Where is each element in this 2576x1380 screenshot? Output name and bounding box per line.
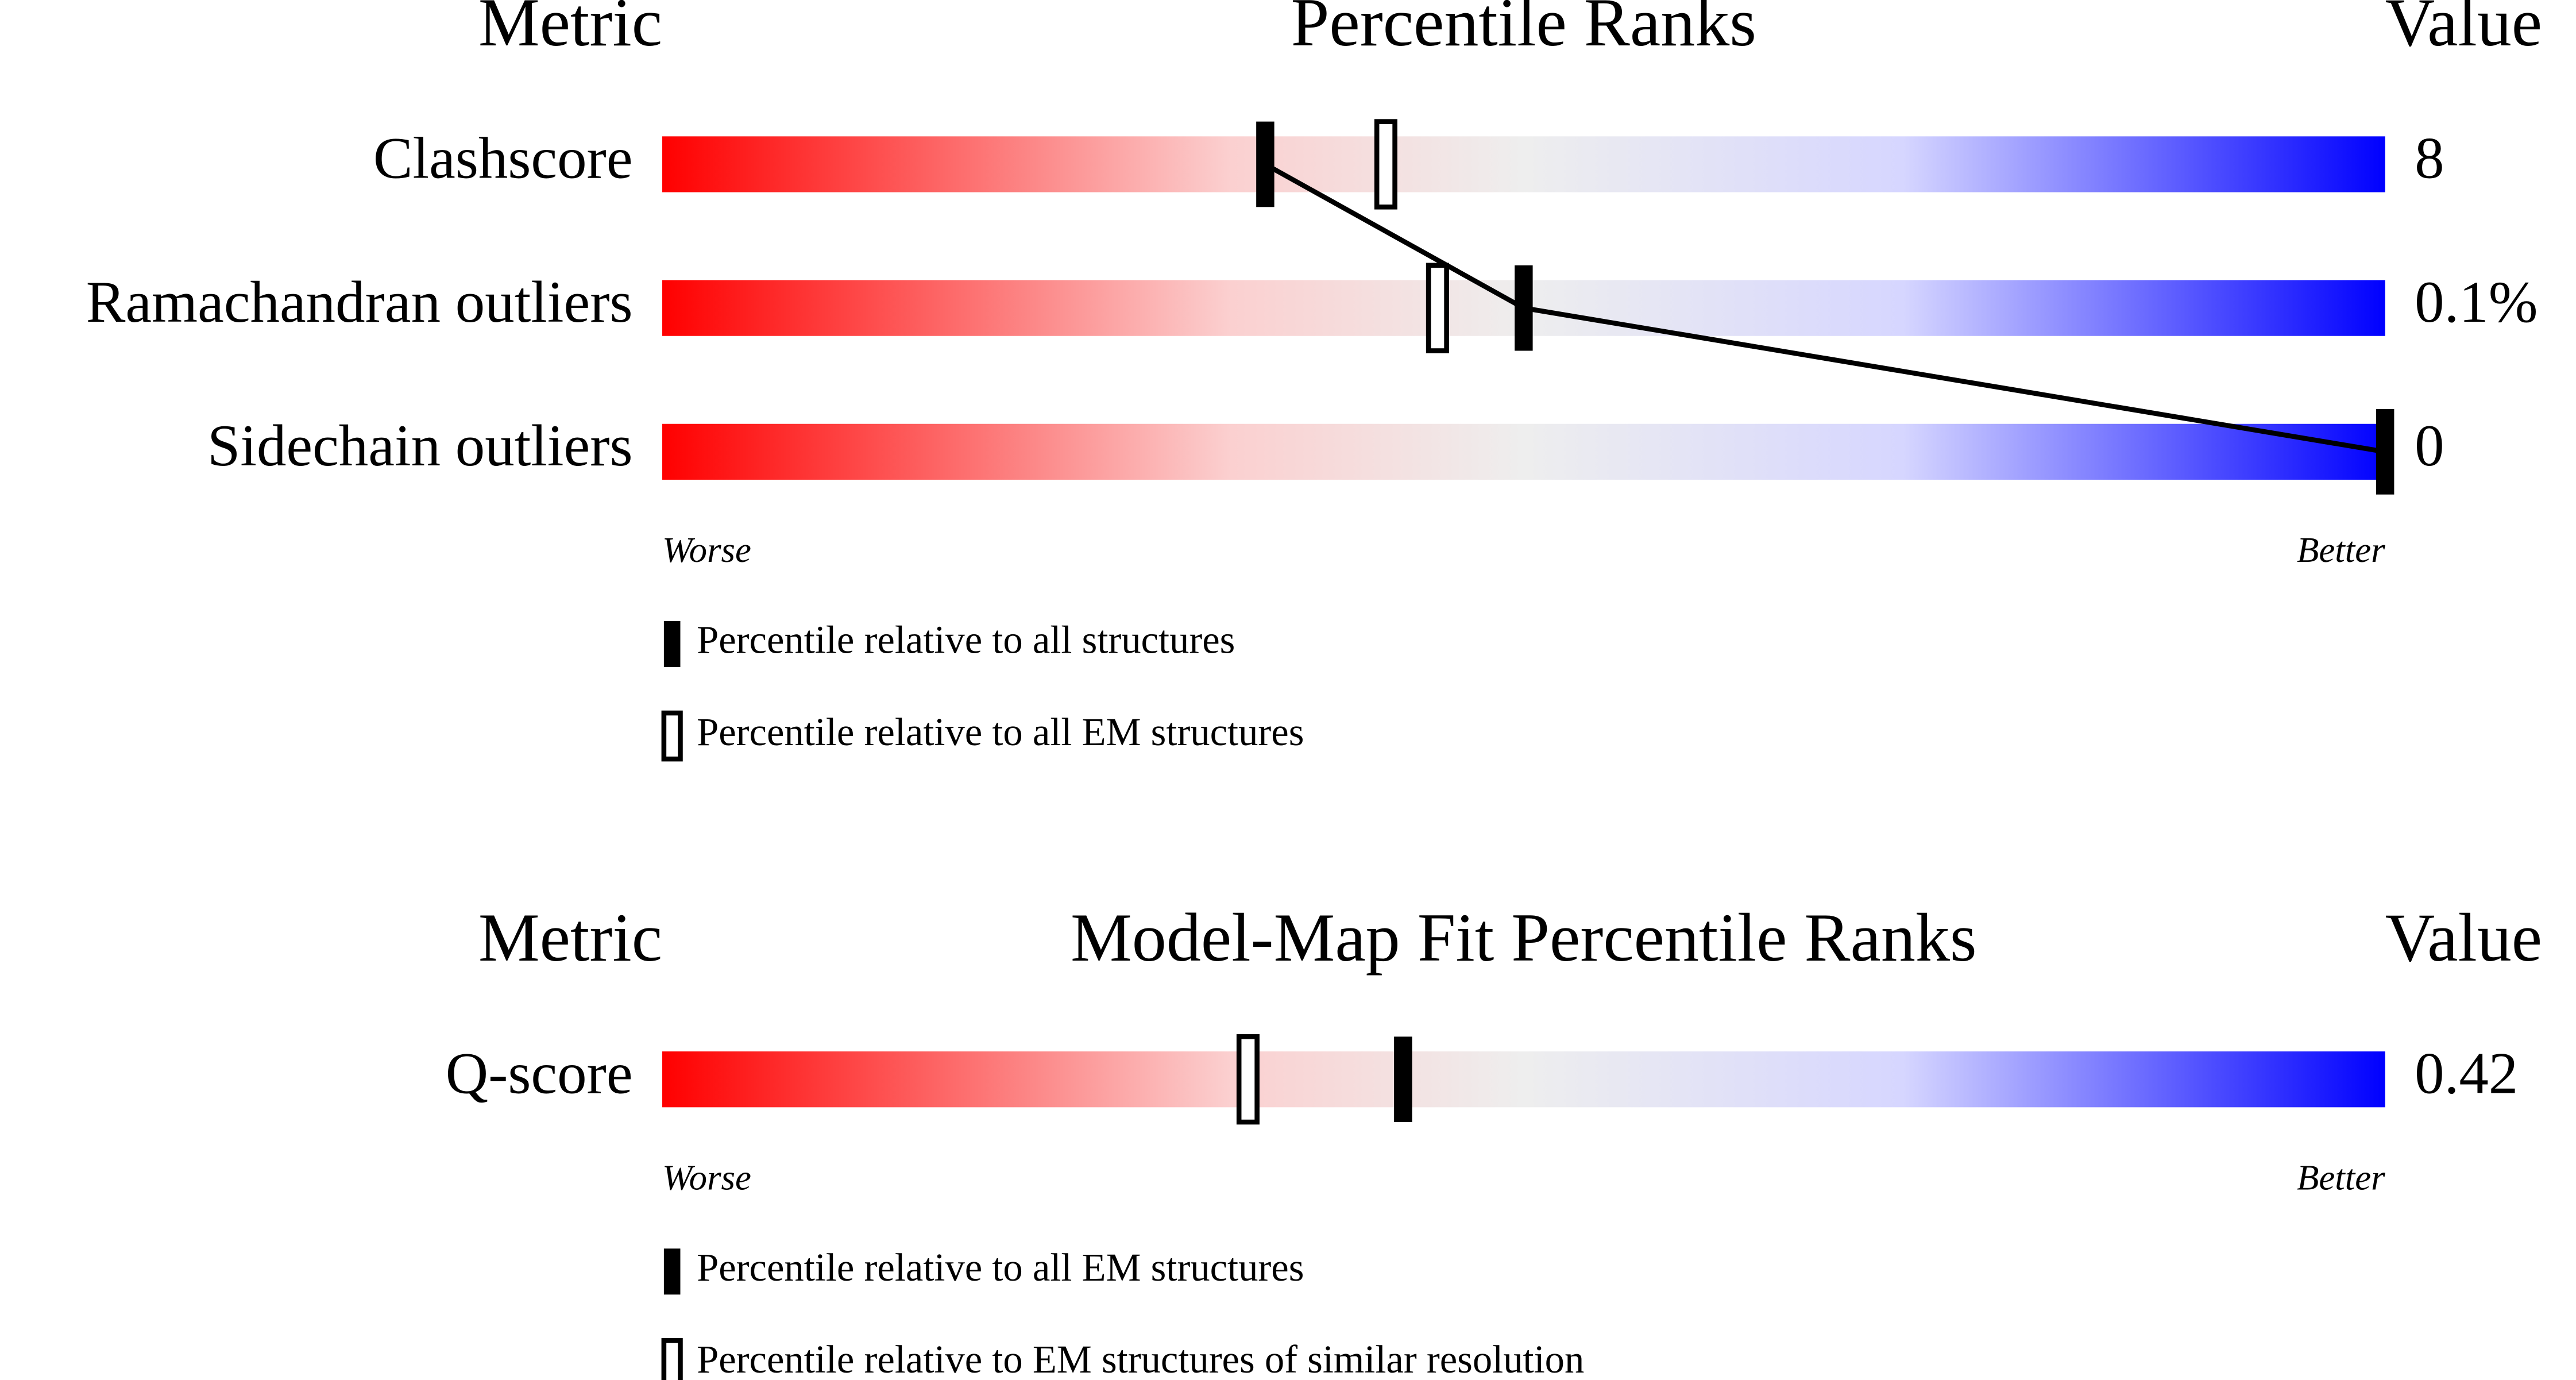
slider-bar	[662, 136, 2385, 192]
metric-header: Metric	[478, 0, 662, 60]
legend-marker	[661, 710, 683, 762]
percentile-marker-outline	[1374, 119, 1397, 210]
percentile-marker	[2376, 409, 2395, 495]
metric-header: Metric	[478, 899, 662, 976]
worse-label: Worse	[662, 530, 751, 570]
metric-label: Clashscore	[373, 126, 633, 191]
legend-label: Percentile relative to all EM structures	[697, 1246, 1304, 1289]
metric-value: 8	[2415, 126, 2444, 191]
chart-title: Model-Map Fit Percentile Ranks	[1071, 899, 1977, 976]
slider-bar	[662, 423, 2385, 480]
metric-label: Q-score	[446, 1040, 633, 1106]
slider-bar	[662, 1051, 2385, 1108]
legend-label: Percentile relative to all structures	[697, 618, 1235, 662]
better-label: Better	[2297, 530, 2385, 570]
percentile-marker	[1256, 121, 1275, 207]
percentile-marker-outline	[1426, 263, 1449, 353]
metric-value: 0	[2415, 413, 2444, 479]
legend-marker	[663, 620, 681, 667]
metric-value: 0.42	[2415, 1040, 2518, 1106]
percentile-marker-outline	[1236, 1034, 1260, 1125]
percentile-marker	[1394, 1036, 1412, 1123]
metric-label: Sidechain outliers	[207, 413, 632, 479]
legend-label: Percentile relative to EM structures of …	[697, 1337, 1584, 1380]
value-header: Value	[2385, 0, 2542, 60]
legend-label: Percentile relative to all EM structures	[697, 710, 1304, 754]
metric-value: 0.1%	[2415, 269, 2538, 335]
percentile-marker	[1515, 265, 1533, 351]
better-label: Better	[2297, 1157, 2385, 1197]
metric-label: Ramachandran outliers	[86, 269, 633, 335]
value-header: Value	[2385, 899, 2542, 976]
worse-label: Worse	[662, 1157, 751, 1197]
legend-marker	[663, 1248, 681, 1295]
chart-title: Percentile Ranks	[1291, 0, 1756, 60]
legend-marker	[661, 1338, 683, 1380]
